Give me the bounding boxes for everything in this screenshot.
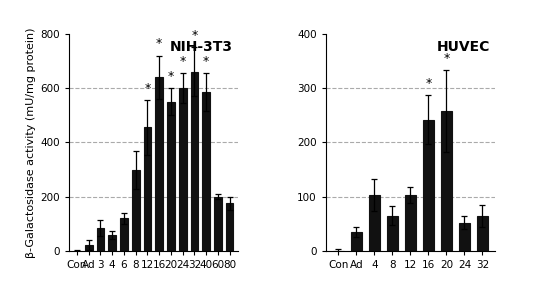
Y-axis label: β-Galactosidase activity (mU/mg protein): β-Galactosidase activity (mU/mg protein)	[26, 27, 36, 258]
Bar	[132, 169, 140, 251]
Bar	[202, 92, 210, 251]
Bar	[179, 88, 186, 251]
Bar	[405, 195, 416, 251]
Bar	[422, 120, 435, 251]
Bar	[144, 127, 151, 251]
Text: *: *	[203, 55, 210, 68]
Text: *: *	[191, 29, 197, 42]
Bar	[214, 197, 222, 251]
Bar	[156, 77, 163, 251]
Text: *: *	[425, 77, 432, 90]
Bar	[350, 232, 362, 251]
Bar	[476, 216, 488, 251]
Text: *: *	[144, 82, 151, 95]
Text: HUVEC: HUVEC	[437, 40, 490, 54]
Text: *: *	[156, 37, 162, 50]
Bar	[441, 111, 452, 251]
Bar	[368, 195, 380, 251]
Text: *: *	[179, 55, 186, 68]
Bar	[226, 204, 234, 251]
Bar	[459, 223, 470, 251]
Text: *: *	[168, 70, 174, 83]
Bar	[120, 218, 128, 251]
Bar	[387, 216, 398, 251]
Bar	[108, 235, 116, 251]
Bar	[97, 228, 104, 251]
Text: NIH-3T3: NIH-3T3	[170, 40, 233, 54]
Bar	[167, 102, 175, 251]
Bar	[191, 72, 198, 251]
Text: *: *	[443, 52, 449, 65]
Bar	[85, 245, 92, 251]
